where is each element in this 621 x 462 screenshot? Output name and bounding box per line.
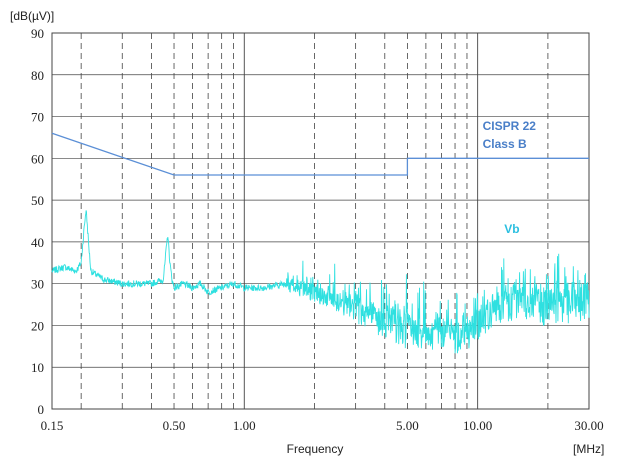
series-labels: CISPR 22 Class B Vb <box>483 119 537 236</box>
y-tick-label: 0 <box>38 402 45 417</box>
x-axis-unit: [MHz] <box>573 442 604 456</box>
vb-series-label: Vb <box>504 222 519 236</box>
y-tick-label: 20 <box>31 318 44 333</box>
x-tick-label: 5.00 <box>396 418 419 433</box>
y-tick-label: 60 <box>31 151 44 166</box>
y-tick-label: 10 <box>31 360 44 375</box>
series <box>51 132 590 354</box>
y-tick-label: 50 <box>31 193 44 208</box>
x-tick-label: 10.00 <box>463 418 492 433</box>
y-tick-label: 80 <box>31 68 44 83</box>
series-line-vb <box>51 210 590 354</box>
series-line-cispr22-class-b <box>51 132 589 176</box>
x-tick-label: 0.15 <box>41 418 64 433</box>
limit-series-label: Class B <box>483 137 527 151</box>
y-tick-label: 30 <box>31 277 44 292</box>
plot-frame <box>51 32 590 410</box>
limit-series-label: CISPR 22 <box>483 119 537 133</box>
x-tick-labels: 0.15 0.50 1.00 5.00 10.00 30.00 <box>41 418 604 433</box>
y-tick-label: 40 <box>31 235 44 250</box>
x-tick-label: 0.50 <box>163 418 186 433</box>
y-tick-label: 90 <box>31 26 44 41</box>
x-tick-label: 30.00 <box>574 418 603 433</box>
y-axis-unit: [dB(µV)] <box>10 9 54 23</box>
y-tick-labels: 0 10 20 30 40 50 60 70 80 90 <box>31 26 44 417</box>
x-axis-label: Frequency <box>287 442 344 456</box>
x-tick-label: 1.00 <box>233 418 256 433</box>
grid <box>52 33 589 409</box>
y-tick-label: 70 <box>31 110 44 125</box>
